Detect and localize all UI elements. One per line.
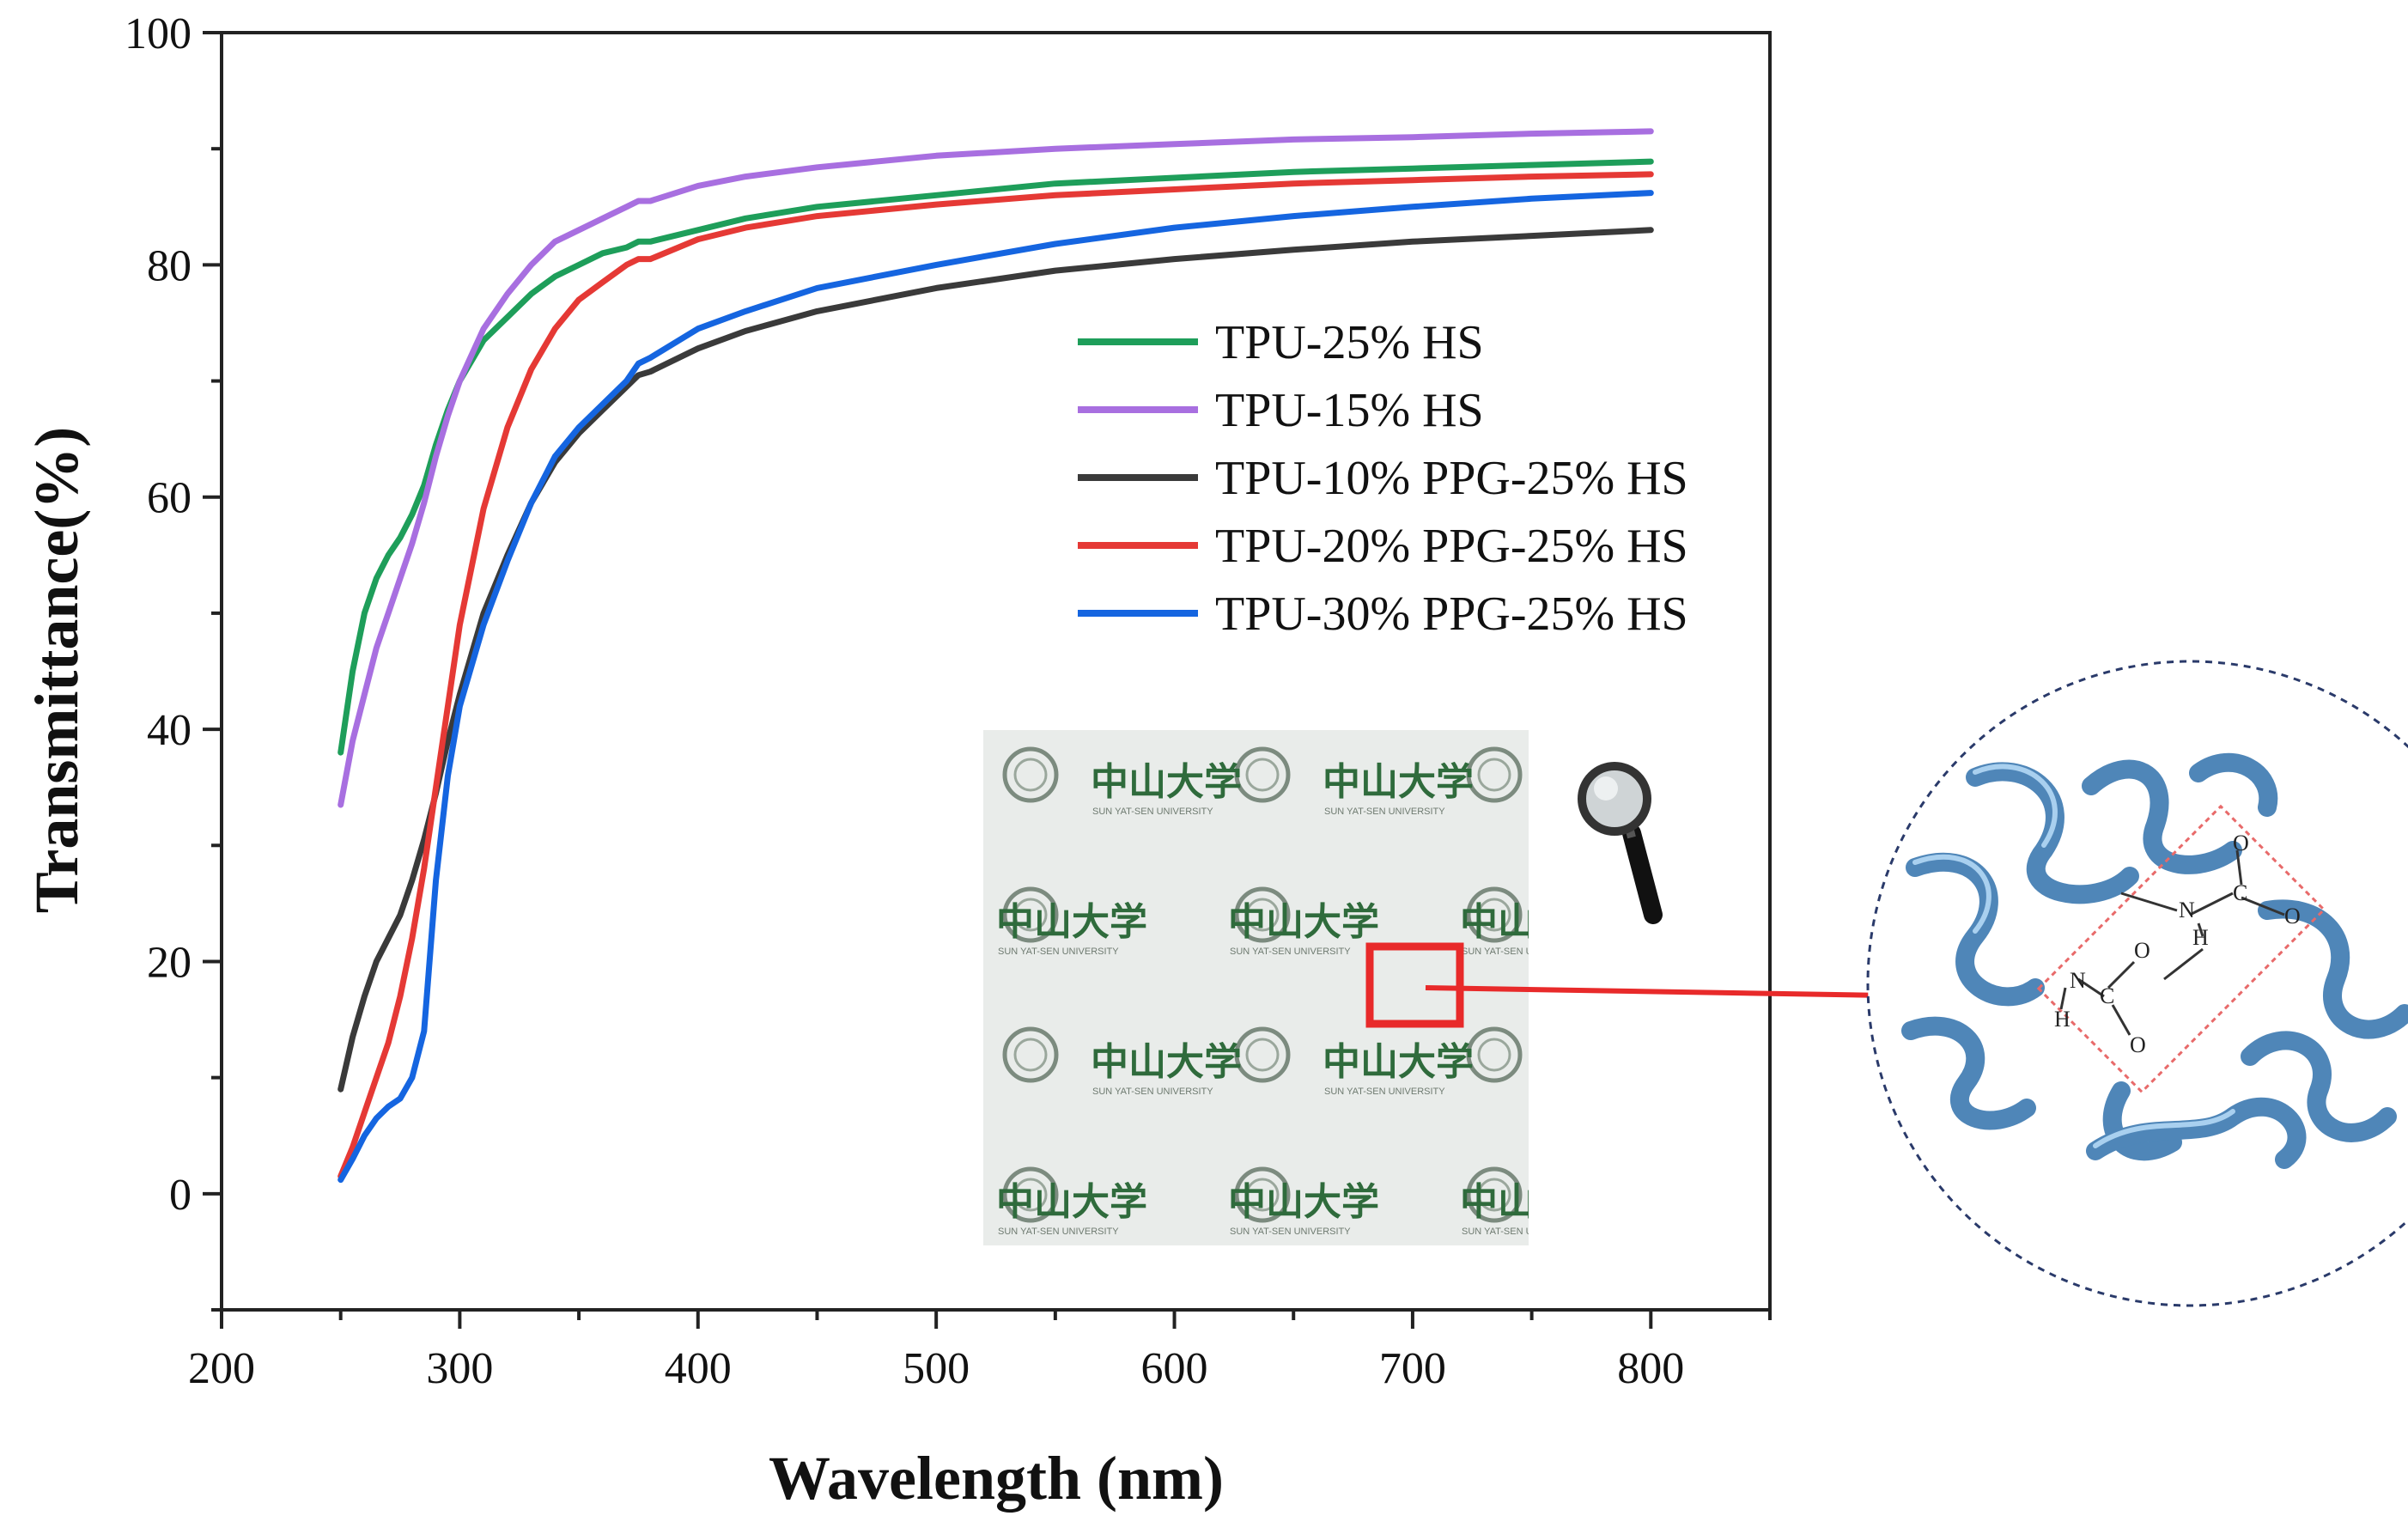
watermark-subtext: SUN YAT-SEN UNIVERSITY: [998, 947, 1119, 957]
watermark-logo: 中山大学 SUN YAT-SEN UNIVERSITY: [1460, 1180, 1611, 1237]
watermark-logo: 中山大学 SUN YAT-SEN UNIVERSITY: [996, 1180, 1147, 1237]
watermark-subtext: SUN YAT-SEN UNIVERSITY: [1092, 807, 1213, 817]
watermark-text: 中山大学: [1323, 760, 1474, 804]
x-axis-title: Wavelength (nm): [769, 1444, 1224, 1513]
watermark-subtext: SUN YAT-SEN UNIVERSITY: [1230, 1227, 1351, 1237]
watermark-logo: 中山大学 SUN YAT-SEN UNIVERSITY: [996, 900, 1147, 957]
watermark-grid: 中山大学 SUN YAT-SEN UNIVERSITY 中山大学 SUN YAT-SE…: [996, 760, 1706, 1237]
y-tick-label: 0: [169, 1171, 192, 1220]
legend-entry: TPU-25% HS: [1078, 316, 1484, 369]
svg-text:O: O: [2134, 938, 2150, 963]
legend-label: TPU-20% PPG-25% HS: [1215, 520, 1688, 573]
watermark-logo: 中山大学 SUN YAT-SEN UNIVERSITY: [1460, 900, 1611, 957]
watermark-text: 中山大学: [996, 900, 1147, 944]
x-tick-label: 300: [426, 1344, 493, 1393]
watermark-text: 中山大学: [1228, 1180, 1379, 1224]
y-axis-title: Transmittance(%): [22, 427, 91, 914]
svg-text:H: H: [2054, 1007, 2071, 1032]
urethane-labels: N H C O O N H C O O: [2054, 831, 2301, 1057]
watermark-logo: 中山大学 SUN YAT-SEN UNIVERSITY: [1091, 1040, 1242, 1097]
series-line-tpu-20-ppg-25-hs: [337, 171, 1654, 1179]
watermark-subtext: SUN YAT-SEN UNIVERSITY: [1230, 947, 1351, 957]
legend-entry: TPU-30% PPG-25% HS: [1078, 587, 1688, 641]
x-tick-label: 200: [188, 1344, 255, 1393]
series-line-tpu-15-hs: [337, 128, 1654, 808]
x-tick-label: 500: [903, 1344, 970, 1393]
film-photo-inset: 中山大学 SUN YAT-SEN UNIVERSITY 中山大学 SUN YAT-SE…: [983, 730, 1706, 1245]
x-tick-label: 800: [1617, 1344, 1684, 1393]
svg-text:O: O: [2284, 904, 2301, 928]
svg-text:N: N: [2070, 968, 2086, 993]
series-line-tpu-25-hs: [337, 158, 1654, 756]
x-tick-label: 600: [1141, 1344, 1208, 1393]
legend: TPU-25% HS TPU-15% HS TPU-10% PPG-25% HS TP…: [1078, 316, 1688, 641]
legend-entry: TPU-20% PPG-25% HS: [1078, 520, 1688, 573]
x-tick-label: 400: [665, 1344, 732, 1393]
watermark-logo: 中山大学 SUN YAT-SEN UNIVERSITY: [1228, 1180, 1379, 1237]
urethane-groups: [2059, 849, 2285, 1036]
series-layer: [337, 128, 1654, 1184]
legend-entry: TPU-15% HS: [1078, 384, 1484, 437]
magnifier-icon: [1578, 762, 1663, 924]
y-tick-label: 100: [125, 9, 192, 58]
legend-entry: TPU-10% PPG-25% HS: [1078, 452, 1688, 505]
axis-ticks: [203, 31, 1772, 1329]
watermark-text: 中山大学: [996, 1180, 1147, 1224]
y-tick-label: 20: [147, 938, 192, 987]
watermark-text: 中山大学: [1091, 1040, 1242, 1084]
plot-frame: [220, 31, 1772, 1312]
y-tick-labels: 0 20 40 60 80 100: [125, 9, 192, 1220]
x-tick-labels: 200 300 400 500 600 700 800: [188, 1344, 1684, 1393]
watermark-subtext: SUN YAT-SEN UNIVERSITY: [1556, 1087, 1677, 1097]
polymer-chains: [1901, 752, 2408, 1169]
watermark-subtext: SUN YAT-SEN UNIVERSITY: [1462, 1227, 1583, 1237]
molecular-zoom-circle: N H C O O N H C O O: [1866, 660, 2408, 1307]
series-line-tpu-30-ppg-25-hs: [337, 190, 1654, 1184]
watermark-text: 中山大学: [1460, 1180, 1611, 1224]
watermark-subtext: SUN YAT-SEN UNIVERSITY: [1324, 1087, 1445, 1097]
x-tick-label: 700: [1379, 1344, 1446, 1393]
svg-text:N: N: [2179, 898, 2195, 922]
watermark-text: 中山大学: [1091, 760, 1242, 804]
y-tick-label: 60: [147, 474, 192, 523]
legend-label: TPU-25% HS: [1215, 316, 1484, 369]
series-line-tpu-10-ppg-25-hs: [337, 227, 1654, 1093]
watermark-subtext: SUN YAT-SEN UNIVERSITY: [1324, 807, 1445, 817]
watermark-subtext: SUN YAT-SEN UNIVERSITY: [1092, 1087, 1213, 1097]
watermark-text: 中山大学: [1228, 900, 1379, 944]
watermark-subtext: SUN YAT-SEN UNIVERSITY: [1462, 947, 1583, 957]
watermark-logo: 中山大学 SUN YAT-SEN UNIVERSITY: [1323, 760, 1474, 817]
watermark-text: 中山大学: [1554, 1040, 1706, 1084]
svg-text:O: O: [2130, 1032, 2146, 1057]
svg-text:C: C: [2233, 880, 2247, 905]
legend-label: TPU-15% HS: [1215, 384, 1484, 437]
watermark-logo: 中山大学 SUN YAT-SEN UNIVERSITY: [1323, 1040, 1474, 1097]
y-tick-label: 40: [147, 706, 192, 755]
svg-text:H: H: [2192, 925, 2209, 950]
watermark-text: 中山大学: [1460, 900, 1611, 944]
watermark-logo: 中山大学 SUN YAT-SEN UNIVERSITY: [1091, 760, 1242, 817]
legend-label: TPU-30% PPG-25% HS: [1215, 587, 1688, 641]
svg-text:C: C: [2100, 983, 2114, 1008]
watermark-subtext: SUN YAT-SEN UNIVERSITY: [998, 1227, 1119, 1237]
y-tick-label: 80: [147, 241, 192, 290]
watermark-logo: 中山大学 SUN YAT-SEN UNIVERSITY: [1554, 1040, 1706, 1097]
svg-text:O: O: [2233, 831, 2249, 855]
highlight-box: [1365, 942, 1464, 1028]
watermark-text: 中山大学: [1323, 1040, 1474, 1084]
legend-label: TPU-10% PPG-25% HS: [1215, 452, 1688, 505]
watermark-logo: 中山大学 SUN YAT-SEN UNIVERSITY: [1228, 900, 1379, 957]
